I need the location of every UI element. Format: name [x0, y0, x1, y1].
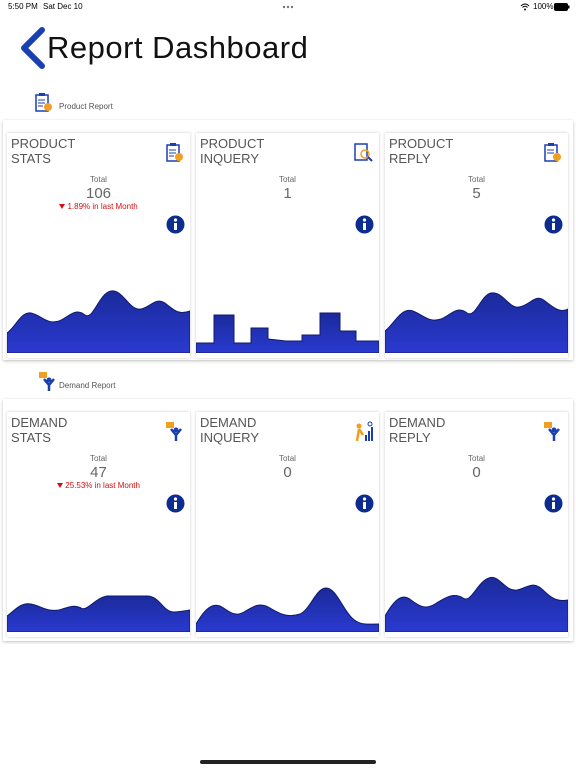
- sparkline-graphic: [196, 312, 379, 354]
- card-title-line: PRODUCT: [389, 136, 454, 151]
- down-arrow: [57, 481, 65, 490]
- card-title: PRODUCT REPLY: [389, 136, 453, 166]
- sparkline: [196, 562, 379, 637]
- change-value: 25.53% in last Month: [65, 481, 140, 490]
- info-icon: [544, 494, 563, 513]
- info-button[interactable]: [355, 215, 374, 239]
- total-label: Total: [468, 175, 485, 184]
- card-title-line: DEMAND: [200, 415, 257, 430]
- card-icon-graphic: [355, 421, 373, 442]
- total-value: 47: [90, 464, 107, 481]
- total-label: Total: [90, 454, 107, 463]
- total-label: Total: [279, 454, 296, 463]
- sparkline: [385, 283, 568, 358]
- card-icon-graphic: [354, 143, 373, 162]
- total-value: 1: [283, 185, 292, 202]
- sparkline-graphic: [7, 595, 190, 633]
- card-title-line: REPLY: [389, 430, 431, 445]
- sparkline: [7, 562, 190, 637]
- card-title-line: INQUERY: [200, 151, 259, 166]
- page-title: Report Dashboard: [47, 30, 309, 65]
- info-button[interactable]: [355, 494, 374, 518]
- report-card[interactable]: PRODUCT STATS Total 106 1.89% in last Month: [7, 133, 190, 358]
- card-title: DEMAND REPLY: [389, 415, 445, 445]
- section-icon: [37, 371, 59, 398]
- home-indicator: [200, 760, 376, 764]
- total-value: 106: [85, 185, 112, 202]
- status-time: 5:50 PM: [8, 2, 38, 11]
- card-title-line: PRODUCT: [11, 136, 76, 151]
- info-icon: [355, 494, 374, 513]
- section-icon: [33, 92, 55, 119]
- card-title-line: STATS: [11, 151, 51, 166]
- report-card[interactable]: DEMAND REPLY Total 0: [385, 412, 568, 637]
- sparkline: [196, 283, 379, 358]
- card-icon-graphic: [544, 422, 560, 441]
- sparkline-graphic: [385, 576, 568, 633]
- card-title: DEMAND STATS: [11, 415, 67, 445]
- report-card[interactable]: PRODUCT REPLY Total 5: [385, 133, 568, 358]
- change-text: 25.53% in last Month: [7, 481, 190, 490]
- sparkline: [385, 562, 568, 637]
- card-title: PRODUCT STATS: [11, 136, 75, 166]
- card-title: DEMAND INQUERY: [200, 415, 259, 445]
- back-button[interactable]: [18, 27, 46, 69]
- down-arrow-graphic: [57, 483, 64, 488]
- wifi-icon: [520, 3, 530, 11]
- card-icon: [164, 142, 186, 169]
- sparkline: [7, 283, 190, 358]
- total-label: Total: [279, 175, 296, 184]
- status-battery: 100%: [533, 2, 554, 11]
- sparkline-graphic: [385, 292, 568, 354]
- card-title-line: PRODUCT: [200, 136, 265, 151]
- info-icon: [355, 215, 374, 234]
- down-arrow-graphic: [59, 204, 66, 209]
- sparkline-graphic: [7, 290, 190, 354]
- change-text: 1.89% in last Month: [7, 202, 190, 211]
- sparkline-graphic: [196, 587, 379, 633]
- card-title: PRODUCT INQUERY: [200, 136, 264, 166]
- section-icon-graphic: [35, 93, 52, 112]
- card-icon-graphic: [166, 422, 182, 441]
- down-arrow: [59, 202, 67, 211]
- section-icon-graphic: [39, 372, 55, 391]
- change-value: 1.89% in last Month: [67, 202, 138, 211]
- status-date: Sat Dec 10: [43, 2, 83, 11]
- battery-icon: [554, 3, 570, 11]
- info-icon: [166, 215, 185, 234]
- card-title-line: STATS: [11, 430, 51, 445]
- card-icon: [164, 421, 186, 448]
- card-title-line: INQUERY: [200, 430, 259, 445]
- card-title-line: DEMAND: [389, 415, 446, 430]
- total-value: 0: [283, 464, 292, 481]
- info-button[interactable]: [544, 494, 563, 518]
- total-value: 0: [472, 464, 481, 481]
- section-label: Product Report: [59, 102, 113, 111]
- total-label: Total: [90, 175, 107, 184]
- info-button[interactable]: [166, 215, 185, 239]
- card-icon: [542, 421, 564, 448]
- info-icon: [544, 215, 563, 234]
- info-button[interactable]: [166, 494, 185, 518]
- card-title-line: REPLY: [389, 151, 431, 166]
- section-label: Demand Report: [59, 381, 116, 390]
- card-title-line: DEMAND: [11, 415, 68, 430]
- more-dots: [282, 5, 294, 9]
- card-icon: [353, 421, 375, 448]
- card-icon-graphic: [166, 143, 183, 162]
- report-card[interactable]: DEMAND INQUERY Total 0: [196, 412, 379, 637]
- report-card[interactable]: DEMAND STATS Total 47 25.53% in last Month: [7, 412, 190, 637]
- card-icon-graphic: [544, 143, 561, 162]
- total-value: 5: [472, 185, 481, 202]
- card-icon: [353, 142, 375, 169]
- report-card[interactable]: PRODUCT INQUERY Total 1: [196, 133, 379, 358]
- info-icon: [166, 494, 185, 513]
- card-icon: [542, 142, 564, 169]
- total-label: Total: [468, 454, 485, 463]
- info-button[interactable]: [544, 215, 563, 239]
